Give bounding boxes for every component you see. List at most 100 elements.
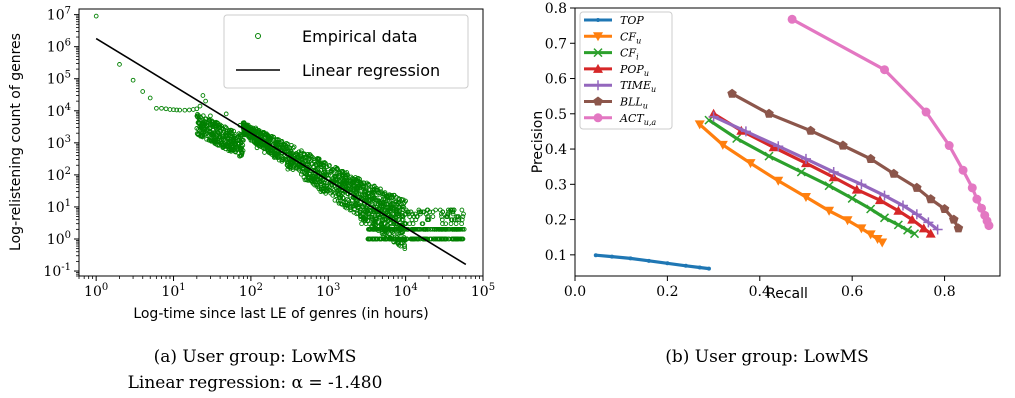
empirical-point xyxy=(217,134,223,140)
series-marker xyxy=(953,223,964,233)
series-marker xyxy=(593,63,603,73)
empirical-point xyxy=(439,214,444,219)
series-marker xyxy=(847,193,857,203)
plot-b-xtick-label: 0.4 xyxy=(749,284,771,300)
empirical-point xyxy=(206,137,212,143)
legend-label: CFu xyxy=(620,30,641,45)
empirical-point xyxy=(395,241,401,246)
series-cf-i xyxy=(704,115,920,239)
empirical-point xyxy=(194,113,200,119)
empirical-point xyxy=(330,193,336,198)
empirical-point xyxy=(296,164,302,170)
plot-b-xlabel: Recall xyxy=(766,286,808,302)
plot-a-ytick-label: 10-1 xyxy=(43,262,71,280)
empirical-point xyxy=(311,164,317,170)
empirical-point xyxy=(437,236,443,242)
empirical-point xyxy=(291,144,297,150)
empirical-point xyxy=(383,194,389,200)
empirical-point xyxy=(385,226,391,232)
empirical-point xyxy=(386,217,391,223)
empirical-point xyxy=(459,221,464,227)
series-marker xyxy=(879,213,890,223)
series-marker xyxy=(828,166,839,177)
empirical-point xyxy=(388,205,394,211)
empirical-point xyxy=(366,183,372,188)
empirical-point xyxy=(402,236,408,242)
empirical-point xyxy=(217,122,223,128)
empirical-point xyxy=(365,236,371,242)
empirical-point xyxy=(453,221,459,227)
empirical-point xyxy=(93,13,99,19)
series-marker xyxy=(805,125,816,135)
empirical-point xyxy=(265,146,270,152)
empirical-point xyxy=(140,89,146,94)
empirical-point xyxy=(207,122,213,128)
series-marker xyxy=(773,176,784,186)
empirical-point xyxy=(340,176,345,182)
empirical-point xyxy=(302,177,308,183)
empirical-point xyxy=(346,186,352,192)
empirical-point xyxy=(391,226,397,232)
plot-a-ytick-label: 107 xyxy=(47,6,71,24)
series-marker xyxy=(910,229,920,239)
empirical-point xyxy=(348,181,354,187)
plot-a-xtick-label: 103 xyxy=(316,282,340,300)
legend-item: TOP xyxy=(584,14,644,27)
empirical-point xyxy=(318,189,324,194)
empirical-point xyxy=(366,214,372,219)
empirical-point xyxy=(328,188,334,194)
empirical-point xyxy=(410,236,416,242)
empirical-point xyxy=(394,209,400,215)
plot-b-ytick-label: 0.5 xyxy=(545,107,567,123)
empirical-point xyxy=(367,226,372,232)
empirical-point xyxy=(338,195,343,201)
series-line xyxy=(791,17,991,227)
empirical-point xyxy=(206,133,212,139)
empirical-point xyxy=(318,162,324,168)
empirical-point xyxy=(261,130,267,135)
empirical-point xyxy=(265,137,270,142)
empirical-point xyxy=(345,196,350,202)
series-marker xyxy=(694,120,705,130)
series-marker xyxy=(593,113,603,123)
empirical-point xyxy=(174,107,180,113)
empirical-point xyxy=(448,221,454,227)
legend-item: BLLu xyxy=(584,96,648,111)
series-line xyxy=(595,253,710,271)
empirical-point xyxy=(378,190,383,196)
empirical-point xyxy=(414,214,420,219)
empirical-point xyxy=(393,198,399,204)
plot-a-ytick-label: 102 xyxy=(47,166,71,184)
empirical-point xyxy=(376,198,382,204)
empirical-point xyxy=(216,140,222,145)
series-marker xyxy=(977,203,987,213)
series-marker xyxy=(926,194,936,204)
empirical-point xyxy=(444,236,449,242)
empirical-point xyxy=(399,217,405,223)
empirical-point xyxy=(241,121,247,126)
regression-line xyxy=(95,37,467,266)
series-marker xyxy=(923,217,934,228)
empirical-point xyxy=(353,187,359,192)
series-marker xyxy=(879,190,890,201)
empirical-point xyxy=(418,209,424,215)
empirical-point xyxy=(283,149,289,154)
empirical-point xyxy=(254,145,260,151)
series-marker xyxy=(856,224,867,234)
empirical-point xyxy=(270,136,276,142)
empirical-point xyxy=(262,150,267,155)
plot-a-regression xyxy=(95,37,467,266)
empirical-point xyxy=(231,137,237,143)
empirical-point xyxy=(386,193,391,199)
plot-a-ytick-label: 100 xyxy=(47,230,71,248)
plot-a-ytick-label: 104 xyxy=(47,102,71,120)
empirical-point xyxy=(197,120,202,126)
empirical-point xyxy=(420,221,426,227)
empirical-point xyxy=(201,121,206,127)
empirical-point xyxy=(344,178,350,184)
empirical-point xyxy=(444,226,449,232)
series-marker xyxy=(740,126,751,137)
empirical-point xyxy=(332,173,337,179)
empirical-point xyxy=(351,184,357,189)
empirical-point xyxy=(233,136,239,142)
